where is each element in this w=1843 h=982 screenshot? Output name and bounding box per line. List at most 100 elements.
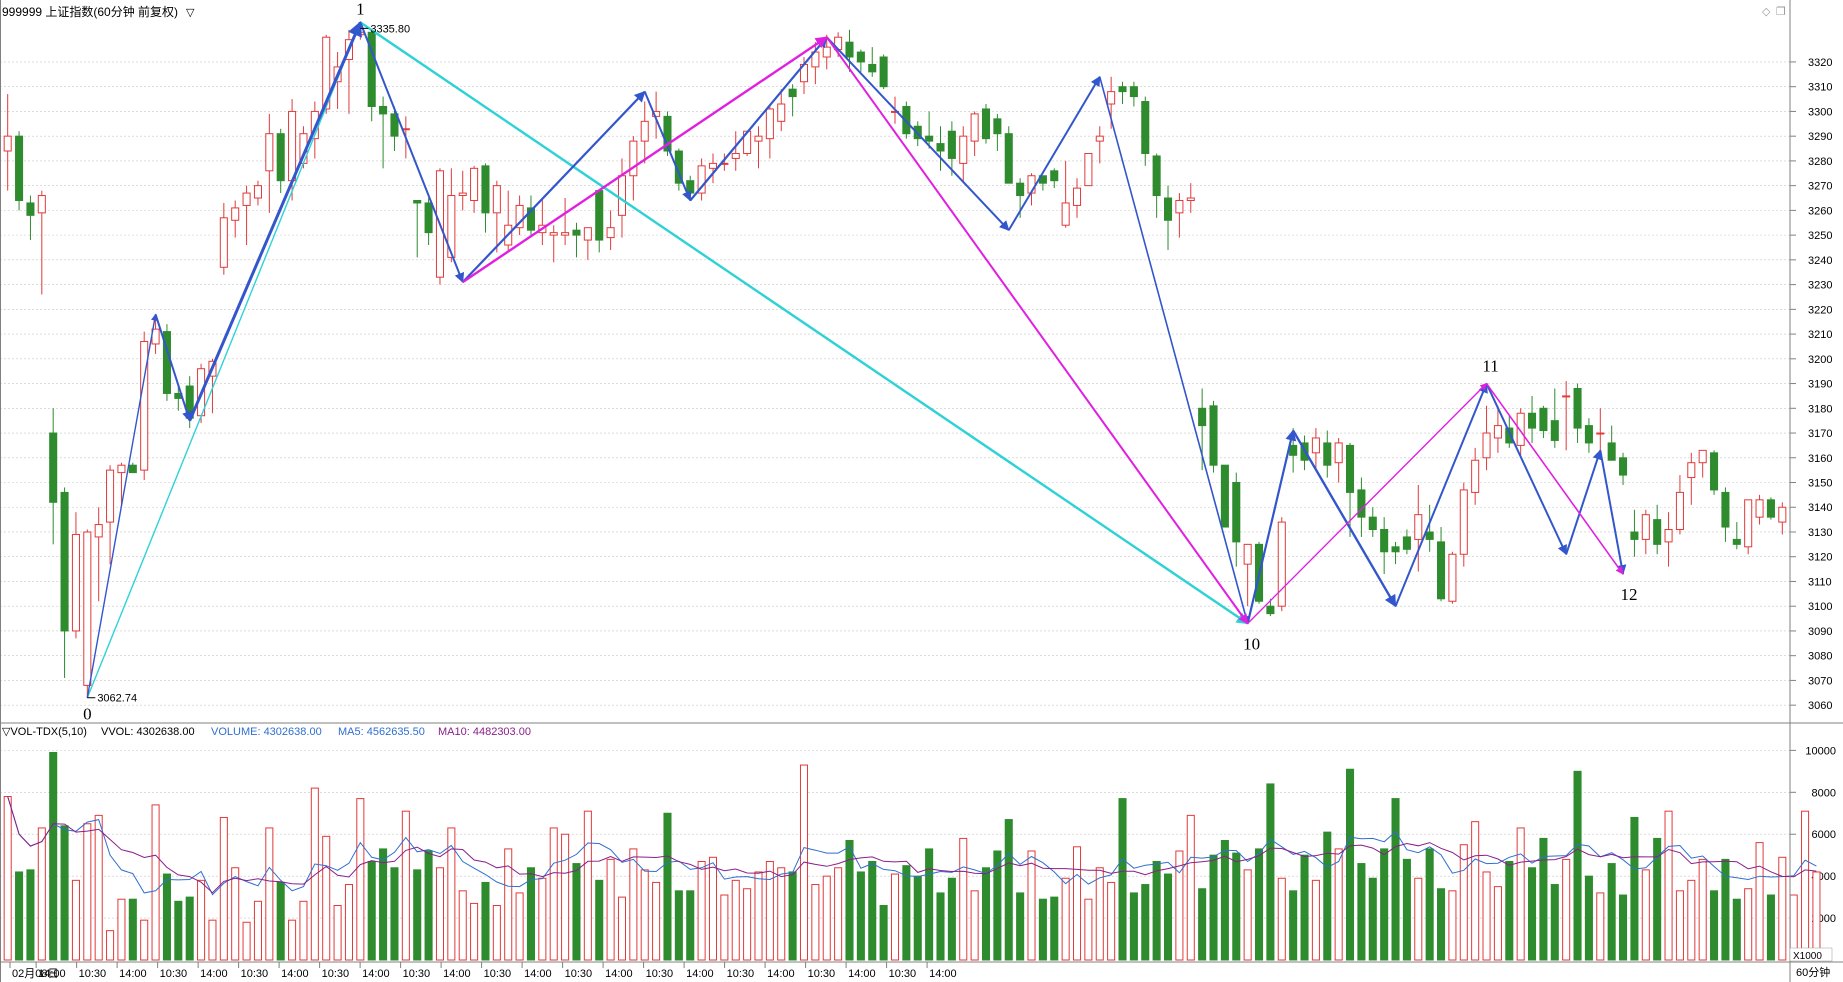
- window-buttons[interactable]: ◇ ❐: [1762, 6, 1786, 18]
- low-value-label: 3062.74: [97, 693, 137, 705]
- volume-bar-down: [1584, 875, 1593, 961]
- volume-bar-up: [265, 827, 274, 961]
- wave-arrow: [689, 36, 828, 202]
- volume-bar-down: [1653, 837, 1662, 961]
- candle-up: [1562, 395, 1571, 398]
- time-tick-label: 10:30: [484, 968, 512, 980]
- price-tick-label: 3130: [1808, 527, 1832, 539]
- candle-down: [845, 41, 854, 58]
- volume-bar-down: [1505, 860, 1514, 961]
- time-tick-label: 14:00: [362, 968, 390, 980]
- candle-down: [595, 190, 604, 241]
- volume-bar-up: [37, 827, 46, 961]
- volume-bar-down: [1357, 863, 1366, 961]
- candle-down: [481, 165, 490, 214]
- candle-down: [26, 202, 35, 216]
- volume-bar-up: [777, 867, 786, 961]
- candle-up: [1493, 425, 1502, 439]
- price-tick-label: 3260: [1808, 205, 1832, 217]
- volume-bar-up: [1459, 844, 1468, 961]
- wave-arrow: [1599, 450, 1627, 576]
- period-label[interactable]: 60分钟: [1796, 965, 1830, 979]
- volume-bar-down: [526, 867, 536, 961]
- candle-up: [1675, 491, 1684, 531]
- time-tick-label: 10:30: [322, 968, 350, 980]
- price-tick-label: 3300: [1808, 106, 1832, 118]
- diamond-icon[interactable]: ◇: [1762, 6, 1771, 18]
- candle-down: [1368, 516, 1377, 531]
- volume-indicator-name[interactable]: ▽VOL-TDX(5,10): [2, 726, 87, 738]
- candle-down: [1528, 412, 1537, 429]
- volume-bar-down: [674, 890, 683, 961]
- candle-down: [1766, 499, 1775, 518]
- price-tick-label: 3150: [1808, 478, 1832, 490]
- volume-bar-down: [1607, 863, 1616, 961]
- price-tick-label: 3310: [1808, 82, 1832, 94]
- price-tick-label: 3190: [1808, 379, 1832, 391]
- volume-bar-up: [1277, 877, 1286, 961]
- volume-bar-up: [310, 787, 319, 961]
- time-tick-label: 14:00: [281, 968, 309, 980]
- volume-bar-down: [1766, 894, 1775, 961]
- volume-bar-down: [1232, 852, 1241, 961]
- volume-bar-down: [572, 863, 581, 961]
- volume-bar-down: [1254, 848, 1264, 961]
- candle-down: [1016, 182, 1025, 197]
- candle-up: [1641, 514, 1650, 540]
- volume-bar-series: [3, 751, 1821, 961]
- candle-down: [1619, 457, 1628, 476]
- candle-down: [15, 135, 24, 201]
- volume-bar-down: [174, 900, 183, 961]
- chart-title[interactable]: 999999 上证指数(60分钟 前复权): [2, 4, 178, 19]
- candle-down: [1141, 101, 1150, 154]
- volume-bar-down: [185, 896, 194, 961]
- candle-up: [1687, 462, 1696, 479]
- candle-up: [1516, 412, 1525, 446]
- volume-bar-up: [1812, 871, 1821, 961]
- volume-bar-down: [1118, 798, 1127, 961]
- candle-down: [1152, 155, 1161, 197]
- volume-bar-down: [49, 751, 58, 961]
- volume-bar-down: [879, 905, 888, 961]
- restore-icon[interactable]: ❐: [1776, 6, 1786, 18]
- candle-up: [1277, 521, 1286, 607]
- wave-arrow: [86, 21, 362, 698]
- volume-bar-up: [538, 877, 547, 961]
- price-tick-label: 3110: [1808, 576, 1832, 588]
- volume-bar-down: [1380, 848, 1389, 961]
- volume-bar-up: [1243, 869, 1252, 961]
- ma10-line: [7, 796, 1817, 894]
- volume-bar-down: [1209, 854, 1218, 961]
- time-tick-label: 02月08日: [12, 968, 58, 980]
- volume-bar-up: [253, 900, 262, 961]
- time-tick-label: 14:00: [848, 968, 876, 980]
- price-tick-label: 3240: [1808, 255, 1832, 267]
- volume-bar-up: [288, 919, 297, 961]
- volume-bar-down: [15, 871, 24, 961]
- candle-down: [1118, 86, 1127, 93]
- candle-up: [1084, 152, 1093, 187]
- price-tick-label: 3160: [1808, 453, 1832, 465]
- candle-down: [49, 432, 58, 503]
- price-tick-label: 3320: [1808, 57, 1832, 69]
- volume-bar-up: [322, 835, 331, 961]
- wave-arrow: [154, 313, 192, 422]
- candle-down: [1607, 442, 1616, 461]
- volume-bar-up: [1516, 827, 1525, 961]
- volume-bar-up: [549, 827, 558, 961]
- time-tick-label: 14:00: [119, 968, 147, 980]
- candle-up: [549, 232, 558, 236]
- candle-down: [1573, 388, 1582, 429]
- title-dropdown-icon[interactable]: ▽: [186, 7, 195, 19]
- candle-up: [1311, 437, 1320, 454]
- candle-down: [367, 31, 376, 107]
- volume-bar-up: [1675, 890, 1684, 961]
- volume-bar-up: [106, 930, 115, 961]
- volume-bar-down: [1289, 890, 1298, 961]
- candle-up: [265, 133, 274, 172]
- volume-bar-up: [970, 890, 979, 961]
- volume-bar-up: [629, 848, 638, 961]
- volume-bar-down: [1152, 860, 1161, 961]
- candle-up: [3, 135, 12, 152]
